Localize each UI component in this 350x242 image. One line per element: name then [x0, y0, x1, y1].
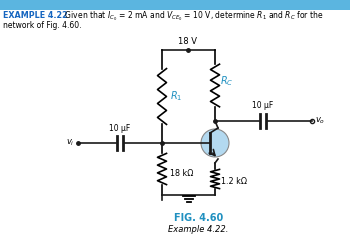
Circle shape — [201, 129, 229, 157]
Text: Given that $I_{C_0}$ = 2 mA and $V_{CE_0}$ = 10 V, determine $R_1$ and $R_C$ for: Given that $I_{C_0}$ = 2 mA and $V_{CE_0… — [60, 9, 323, 23]
Text: network of Fig. 4.60.: network of Fig. 4.60. — [3, 22, 82, 30]
Bar — [0, 0, 350, 10]
Text: $R_C$: $R_C$ — [220, 75, 233, 88]
Text: 10 μF: 10 μF — [252, 101, 274, 110]
Text: $v_o$: $v_o$ — [315, 116, 325, 126]
Text: $v_i$: $v_i$ — [66, 138, 75, 148]
Text: EXAMPLE 4.22: EXAMPLE 4.22 — [3, 12, 68, 21]
Text: Example 4.22.: Example 4.22. — [168, 225, 229, 234]
Text: $R_1$: $R_1$ — [170, 90, 182, 103]
Text: 10 μF: 10 μF — [109, 124, 131, 133]
Text: 18 V: 18 V — [178, 37, 197, 46]
Text: 1.2 kΩ: 1.2 kΩ — [221, 177, 247, 187]
Text: FIG. 4.60: FIG. 4.60 — [174, 213, 223, 223]
Text: 18 kΩ: 18 kΩ — [170, 168, 193, 177]
